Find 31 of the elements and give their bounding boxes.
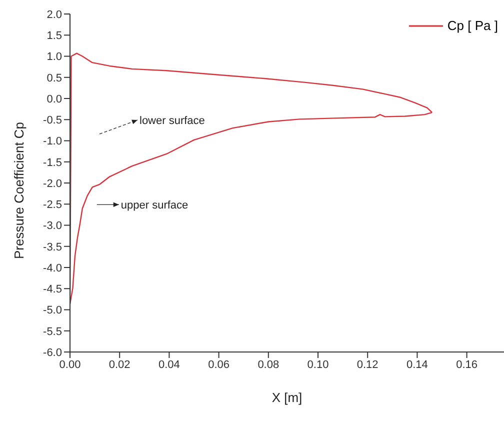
y-tick-label: -1.5 (43, 156, 62, 169)
x-tick-label: 0.10 (307, 358, 329, 371)
annotation: upper surface (120, 200, 188, 212)
y-tick-label: -6.0 (43, 346, 62, 359)
y-tick-label: -3.0 (43, 220, 62, 232)
y-tick-label: 0.0 (46, 93, 62, 106)
y-axis-title: Pressure Coefficient Cp (11, 122, 26, 260)
x-tick-label: 0.12 (356, 358, 378, 371)
y-tick-label: -4.0 (43, 262, 62, 274)
x-tick-label: 0.04 (158, 358, 180, 371)
x-tick-label: 0.00 (59, 358, 81, 371)
y-tick-label: -5.5 (43, 326, 62, 338)
y-tick-label: -5.0 (43, 304, 62, 317)
annotation: lower surface (140, 115, 205, 128)
y-tick-label: -3.5 (43, 241, 62, 254)
y-tick-label: -4.5 (43, 284, 62, 296)
y-tick-label: 1.0 (46, 51, 62, 64)
x-tick-label: 0.14 (406, 358, 428, 371)
x-axis-title: X [m] (272, 390, 302, 405)
x-tick-label: 0.08 (258, 358, 280, 371)
x-tick-label: 0.06 (208, 358, 230, 371)
y-tick-label: -1.0 (43, 136, 62, 148)
y-tick-label: -2.5 (43, 199, 62, 212)
legend-label: Cp [ Pa ] (447, 18, 498, 33)
x-tick-label: 0.16 (456, 358, 478, 371)
x-tick-label: 0.02 (108, 358, 130, 371)
y-tick-label: 0.5 (46, 72, 62, 84)
y-tick-label: 2.0 (46, 8, 62, 21)
y-tick-label: -2.0 (43, 178, 62, 190)
y-tick-label: -0.5 (43, 114, 62, 127)
y-tick-label: 1.5 (46, 30, 62, 42)
